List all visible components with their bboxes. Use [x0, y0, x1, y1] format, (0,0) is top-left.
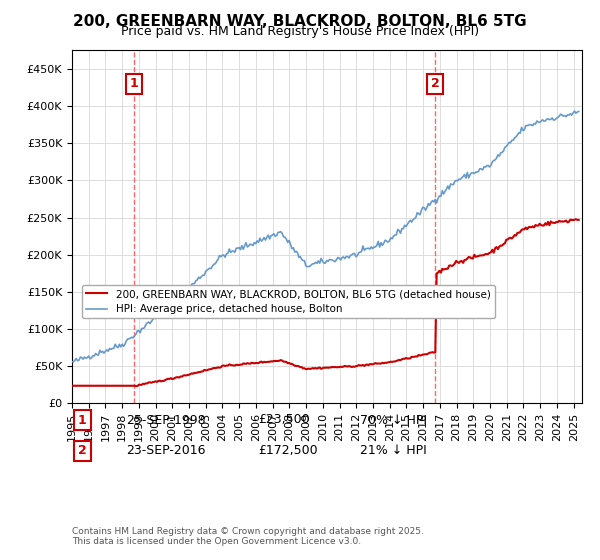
Text: 25-SEP-1998: 25-SEP-1998 [126, 413, 206, 427]
Text: 23-SEP-2016: 23-SEP-2016 [126, 444, 205, 458]
Text: 2: 2 [431, 77, 440, 90]
Legend: 200, GREENBARN WAY, BLACKROD, BOLTON, BL6 5TG (detached house), HPI: Average pri: 200, GREENBARN WAY, BLACKROD, BOLTON, BL… [82, 285, 494, 319]
Text: 1: 1 [130, 77, 139, 90]
Text: 2: 2 [78, 444, 87, 458]
Text: 200, GREENBARN WAY, BLACKROD, BOLTON, BL6 5TG: 200, GREENBARN WAY, BLACKROD, BOLTON, BL… [73, 14, 527, 29]
Text: 1: 1 [78, 413, 87, 427]
Text: £172,500: £172,500 [258, 444, 317, 458]
Text: Contains HM Land Registry data © Crown copyright and database right 2025.
This d: Contains HM Land Registry data © Crown c… [72, 526, 424, 546]
Text: 21% ↓ HPI: 21% ↓ HPI [360, 444, 427, 458]
Text: £23,500: £23,500 [258, 413, 310, 427]
Text: 70% ↓ HPI: 70% ↓ HPI [360, 413, 427, 427]
Text: Price paid vs. HM Land Registry's House Price Index (HPI): Price paid vs. HM Land Registry's House … [121, 25, 479, 38]
